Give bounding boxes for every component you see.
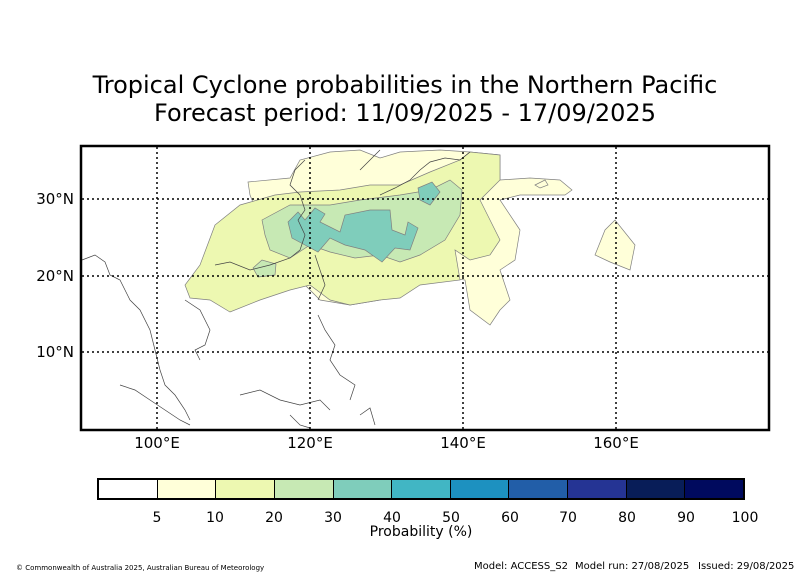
cbar-tick: 50 [442,510,460,526]
colorbar-segment [216,480,275,498]
gridlines [82,147,769,430]
cbar-tick: 70 [559,510,577,526]
lon-label-100: 100°E [134,434,180,452]
map-title: Tropical Cyclone probabilities in the No… [92,71,718,99]
colorbar-segment [274,480,334,498]
cbar-tick: 30 [324,510,342,526]
map-frame [79,144,771,432]
lon-label-120: 120°E [287,434,333,452]
issued-date: Issued: 29/08/2025 [698,561,795,572]
lon-label-160: 160°E [593,434,639,452]
colorbar-label: Probability (%) [369,524,473,540]
colorbar-segment [333,480,393,498]
colorbar-segment [509,480,569,498]
colorbar-segment [392,480,451,498]
colorbar-segment [568,480,627,498]
colorbar [97,478,745,500]
cbar-tick: 90 [677,510,695,526]
colorbar-segment [626,480,686,498]
cbar-tick: 20 [265,510,283,526]
cbar-tick: 60 [501,510,519,526]
cbar-tick: 100 [731,510,759,526]
lat-label-20: 20°N [36,267,74,285]
cbar-tick: 80 [618,510,636,526]
colorbar-segment [99,480,158,498]
forecast-period: Forecast period: 11/09/2025 - 17/09/2025 [154,99,656,127]
colorbar-segment [157,480,217,498]
coastlines [81,149,471,429]
copyright-notice: © Commonwealth of Australia 2025, Austra… [16,564,265,572]
cbar-tick: 40 [383,510,401,526]
colorbar-segment [450,480,510,498]
lat-label-30: 30°N [36,190,74,208]
model-name: Model: ACCESS_S2 [474,561,568,572]
colorbar-segment [685,480,744,498]
lon-label-140: 140°E [440,434,486,452]
cbar-tick: 5 [152,510,162,526]
lat-label-10: 10°N [36,343,74,361]
model-run-date: Model run: 27/08/2025 [575,561,690,572]
cbar-tick: 10 [206,510,224,526]
